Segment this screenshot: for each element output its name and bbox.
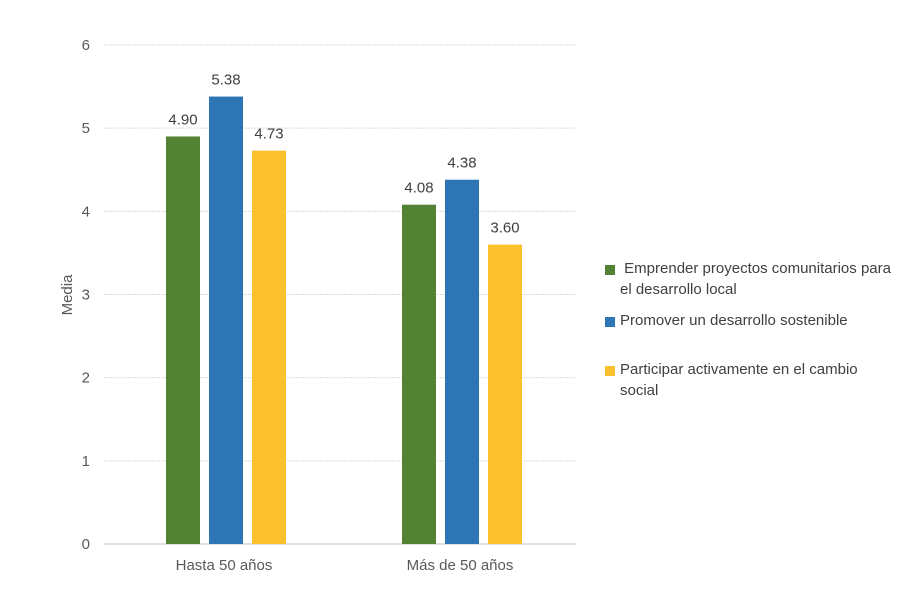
bar: [252, 150, 286, 544]
legend-swatch-green: [605, 265, 615, 275]
bar: [488, 244, 522, 544]
y-axis-title: Media: [59, 274, 76, 316]
data-label: 5.38: [211, 72, 240, 89]
bar: [445, 179, 479, 545]
x-tick-label: Hasta 50 años: [176, 557, 273, 574]
legend-item-participar: Participar activamente en el cambio soci…: [605, 359, 895, 401]
legend-swatch-yellow: [605, 366, 615, 376]
legend-label: Promover un desarrollo sostenible: [620, 312, 848, 329]
x-axis-ticks: Hasta 50 años Más de 50 años: [176, 557, 514, 574]
y-tick-label: 6: [82, 37, 90, 54]
bar: [166, 136, 200, 544]
y-tick-label: 2: [82, 370, 90, 387]
legend-swatch-blue: [605, 317, 615, 327]
data-label: 4.08: [404, 180, 433, 197]
legend-label: Emprender proyectos comunitarios para el…: [620, 260, 896, 298]
bar: [402, 204, 436, 544]
y-tick-label: 0: [82, 536, 90, 553]
legend-item-promover: Promover un desarrollo sostenible: [605, 310, 895, 331]
data-label: 4.38: [447, 155, 476, 172]
y-tick-label: 1: [82, 453, 90, 470]
x-tick-label: Más de 50 años: [407, 557, 514, 574]
bars: [166, 96, 522, 545]
legend-item-emprender: Emprender proyectos comunitarios para el…: [605, 258, 895, 300]
data-label: 3.60: [490, 220, 519, 237]
data-labels: 4.90 5.38 4.73 4.08 4.38 3.60: [168, 72, 519, 237]
data-label: 4.90: [168, 111, 197, 128]
y-tick-label: 5: [82, 120, 90, 137]
y-tick-label: 3: [82, 287, 90, 304]
data-label: 4.73: [254, 126, 283, 143]
legend: Emprender proyectos comunitarios para el…: [605, 258, 895, 411]
bar: [209, 96, 243, 545]
legend-label: Participar activamente en el cambio soci…: [620, 361, 858, 399]
y-tick-label: 4: [82, 203, 90, 220]
y-axis-ticks: 0 1 2 3 4 5 6: [82, 37, 90, 553]
